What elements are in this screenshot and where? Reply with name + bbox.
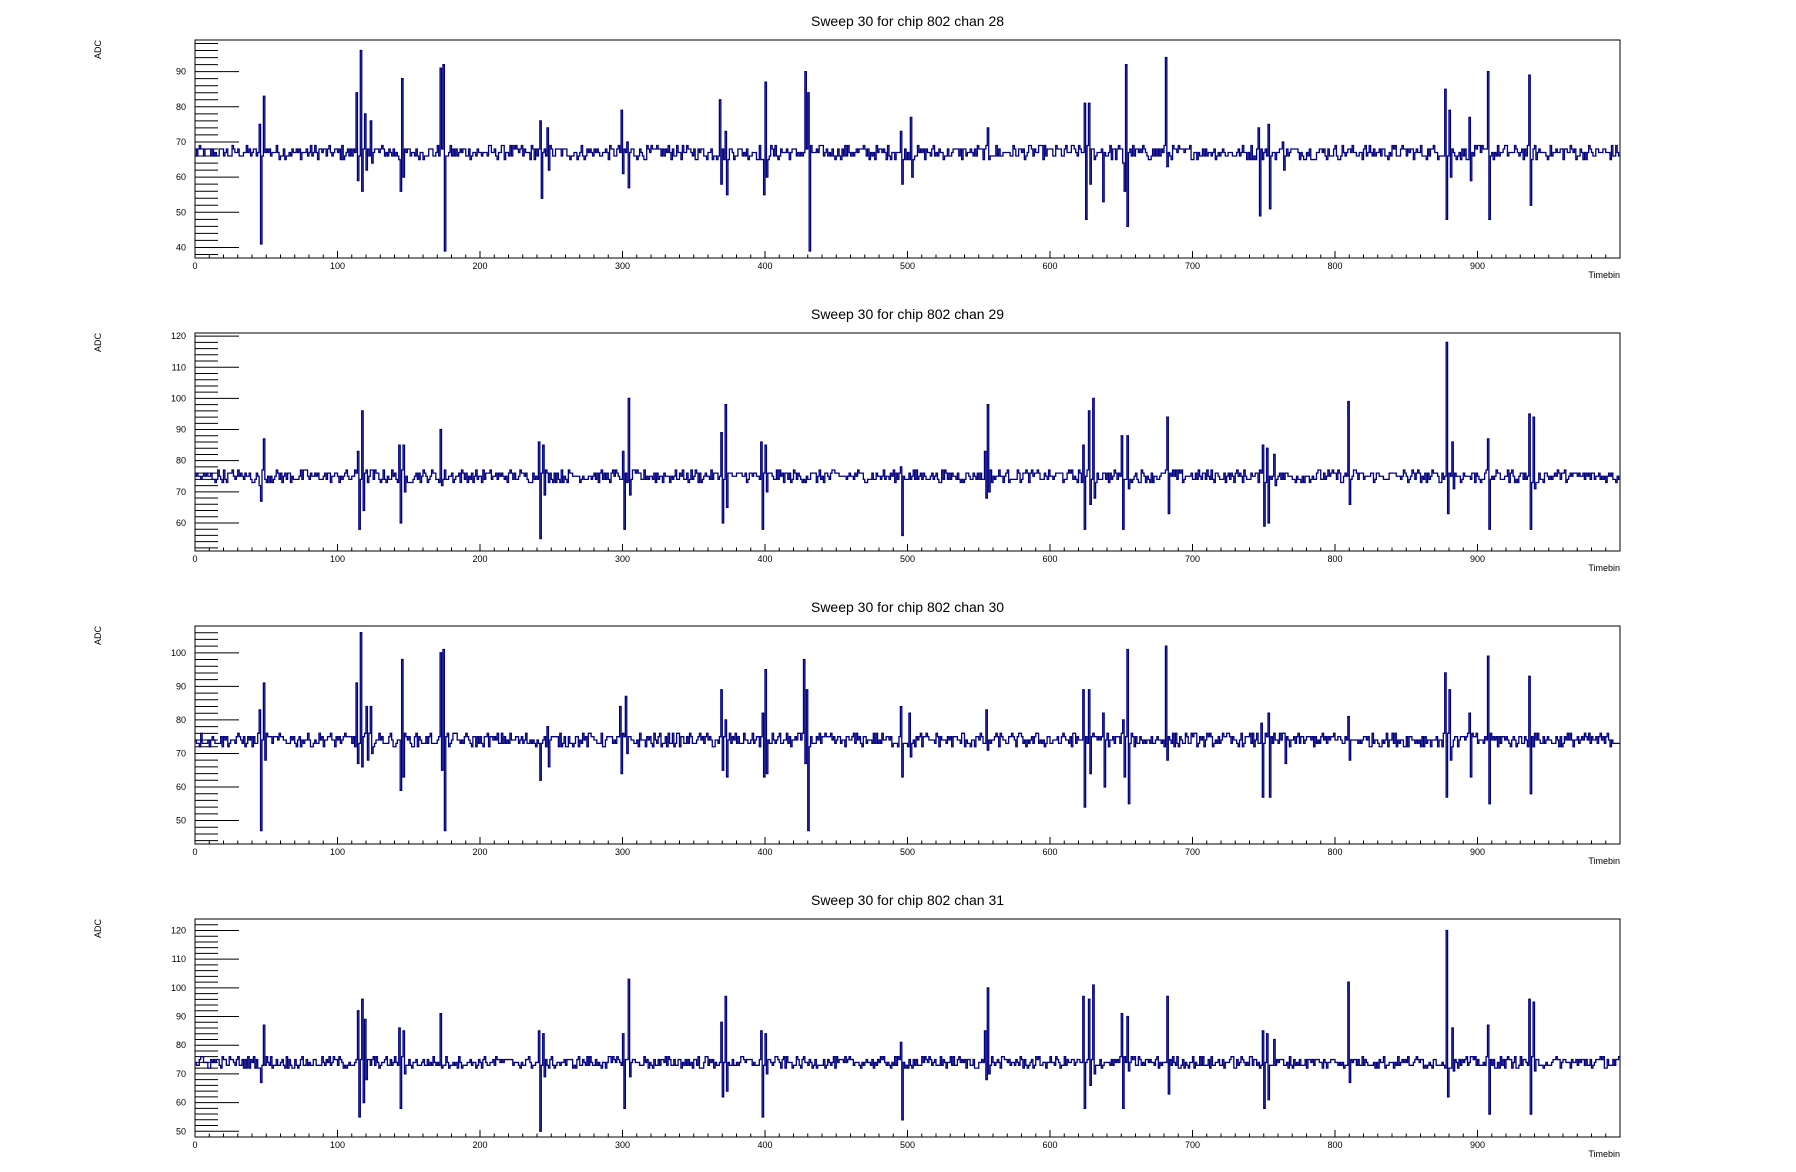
x-tick-label: 400 [757,554,772,564]
y-tick-label: 70 [176,748,186,758]
x-tick-label: 500 [900,847,915,857]
x-tick-label: 0 [192,554,197,564]
x-tick-label: 0 [192,1140,197,1150]
y-tick-label: 80 [176,102,186,112]
x-tick-label: 900 [1470,554,1485,564]
y-tick-label: 100 [171,983,186,993]
x-axis-label: Timebin [1588,856,1620,866]
y-tick-label: 50 [176,1126,186,1136]
x-tick-label: 200 [472,847,487,857]
x-tick-label: 600 [1042,261,1057,271]
chart-panel-0: Sweep 30 for chip 802 chan 28 ADC 0 100 200 3… [93,13,1621,280]
y-tick-label: 90 [176,681,186,691]
x-tick-label: 600 [1042,847,1057,857]
x-tick-label: 700 [1185,1140,1200,1150]
x-tick-label: 0 [192,261,197,271]
y-tick-label: 100 [171,648,186,658]
y-axis-label: ADC [93,919,103,939]
y-tick-label: 90 [176,67,186,77]
x-tick-label: 100 [330,1140,345,1150]
x-tick-label: 100 [330,847,345,857]
x-axis-label: Timebin [1588,563,1620,573]
y-tick-label: 70 [176,1069,186,1079]
x-tick-label: 200 [472,261,487,271]
x-tick-label: 800 [1327,847,1342,857]
x-tick-label: 600 [1042,554,1057,564]
y-tick-label: 80 [176,1040,186,1050]
y-tick-label: 50 [176,207,186,217]
y-tick-label: 60 [176,518,186,528]
y-tick-label: 80 [176,456,186,466]
y-tick-label: 100 [171,393,186,403]
x-tick-label: 800 [1327,1140,1342,1150]
y-tick-label: 110 [172,954,186,964]
x-axis-label: Timebin [1588,270,1620,280]
x-tick-label: 700 [1185,554,1200,564]
x-tick-label: 800 [1327,261,1342,271]
y-tick-label: 120 [171,925,186,935]
x-tick-label: 700 [1185,847,1200,857]
y-tick-label: 50 [176,816,186,826]
x-axis-label: Timebin [1588,1149,1620,1159]
y-tick-label: 90 [176,1012,186,1022]
x-tick-label: 500 [900,261,915,271]
x-tick-label: 600 [1042,1140,1057,1150]
y-tick-label: 120 [171,331,186,341]
x-tick-label: 500 [900,1140,915,1150]
y-tick-label: 90 [176,425,186,435]
x-tick-label: 500 [900,554,915,564]
x-tick-label: 300 [615,554,630,564]
x-tick-label: 100 [330,554,345,564]
x-tick-label: 300 [615,847,630,857]
chart-title: Sweep 30 for chip 802 chan 30 [811,599,1004,615]
y-tick-label: 60 [176,1098,186,1108]
x-tick-label: 200 [472,1140,487,1150]
chart-panel-2: Sweep 30 for chip 802 chan 30 ADC 0 100 200 3… [93,599,1621,866]
y-tick-label: 60 [176,782,186,792]
y-axis-label: ADC [93,626,103,646]
series-line [195,929,1620,1132]
x-tick-label: 0 [192,847,197,857]
x-tick-label: 100 [330,261,345,271]
y-tick-label: 70 [176,487,186,497]
x-tick-label: 400 [757,261,772,271]
chart-title: Sweep 30 for chip 802 chan 31 [811,892,1004,908]
plot-frame [194,625,1621,845]
y-tick-label: 110 [172,362,186,372]
x-tick-label: 900 [1470,1140,1485,1150]
series-line [195,341,1620,540]
chart-panel-1: Sweep 30 for chip 802 chan 29 ADC 0 100 200 3… [93,306,1621,573]
x-tick-label: 900 [1470,847,1485,857]
x-tick-label: 800 [1327,554,1342,564]
chart-title: Sweep 30 for chip 802 chan 28 [811,13,1004,29]
y-tick-label: 70 [176,137,186,147]
chart-panel-3: Sweep 30 for chip 802 chan 31 ADC 0 100 200 3… [93,892,1621,1159]
x-tick-label: 200 [472,554,487,564]
y-axis-label: ADC [93,333,103,353]
series-line [195,49,1620,252]
x-tick-label: 900 [1470,261,1485,271]
plot-frame [194,332,1621,552]
x-tick-label: 400 [757,1140,772,1150]
y-tick-label: 80 [176,715,186,725]
plot-frame [194,918,1621,1138]
x-tick-label: 400 [757,847,772,857]
chart-title: Sweep 30 for chip 802 chan 29 [811,306,1004,322]
x-tick-label: 300 [615,261,630,271]
x-tick-label: 700 [1185,261,1200,271]
y-tick-label: 40 [176,242,186,252]
x-tick-label: 300 [615,1140,630,1150]
y-tick-label: 60 [176,172,186,182]
series-line [195,632,1620,832]
y-axis-label: ADC [93,40,103,60]
